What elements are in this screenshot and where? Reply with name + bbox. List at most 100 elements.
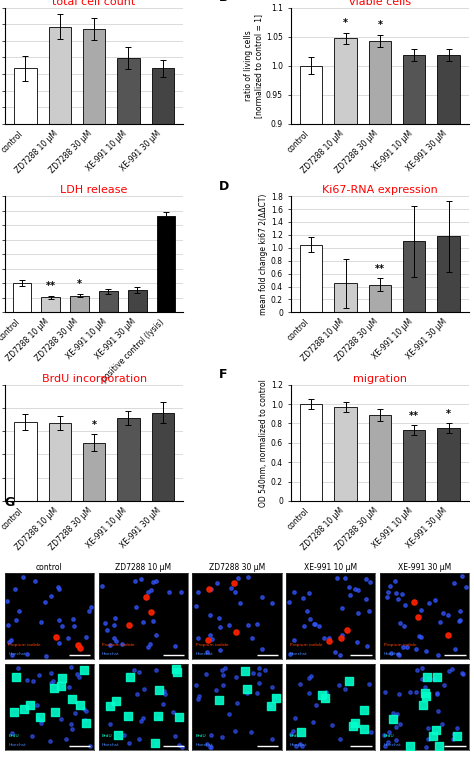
Point <box>268 597 276 609</box>
Point <box>57 680 65 692</box>
Point <box>421 687 428 699</box>
Text: **: ** <box>409 411 419 421</box>
Point <box>67 661 75 673</box>
Point <box>68 693 76 705</box>
Point <box>322 686 329 698</box>
Point <box>433 672 441 684</box>
Point <box>406 740 413 752</box>
Text: BrdU: BrdU <box>102 735 113 738</box>
Point <box>155 712 163 724</box>
Point <box>133 688 141 700</box>
Point <box>394 593 402 605</box>
Point <box>111 612 119 625</box>
Point <box>194 586 201 598</box>
Bar <box>14 422 36 501</box>
Point <box>244 619 252 631</box>
Point <box>228 581 235 594</box>
Point <box>154 710 162 722</box>
Point <box>255 662 263 674</box>
Point <box>450 577 458 589</box>
Point <box>392 735 400 747</box>
Point <box>139 616 147 628</box>
Bar <box>13 283 31 312</box>
Bar <box>152 412 174 501</box>
Point <box>305 587 313 599</box>
Point <box>69 613 77 625</box>
Point <box>178 587 185 599</box>
Point <box>73 669 81 681</box>
Point <box>456 614 464 626</box>
Bar <box>438 55 460 647</box>
Point <box>353 719 360 731</box>
Bar <box>83 29 105 124</box>
Point <box>120 728 128 741</box>
Point <box>419 699 427 711</box>
Point <box>99 580 106 592</box>
Point <box>75 671 83 683</box>
Point <box>87 601 94 613</box>
Point <box>112 695 120 707</box>
Point <box>142 591 149 603</box>
Point <box>403 641 411 653</box>
Point <box>396 649 403 661</box>
Bar <box>334 283 357 312</box>
Bar <box>117 418 140 501</box>
Point <box>299 592 306 604</box>
Point <box>363 640 370 652</box>
Point <box>206 629 213 641</box>
Point <box>233 671 240 683</box>
Point <box>394 648 401 660</box>
Point <box>219 669 227 681</box>
Point <box>19 571 27 583</box>
Point <box>213 577 220 589</box>
Point <box>418 672 426 684</box>
Point <box>320 632 328 644</box>
Point <box>234 572 242 584</box>
Point <box>414 611 422 623</box>
Point <box>53 631 60 644</box>
Point <box>434 687 441 699</box>
Point <box>144 641 152 653</box>
Bar <box>99 291 118 312</box>
Point <box>343 625 351 637</box>
Point <box>124 709 131 722</box>
Bar <box>152 68 174 124</box>
Bar <box>300 66 322 647</box>
Point <box>386 580 394 592</box>
Point <box>137 573 144 585</box>
Point <box>440 678 448 691</box>
Point <box>36 711 44 723</box>
Point <box>449 732 457 744</box>
Y-axis label: OD 540nm, normalized to control: OD 540nm, normalized to control <box>259 379 268 507</box>
Point <box>268 733 276 745</box>
Point <box>401 620 408 632</box>
Point <box>76 699 84 711</box>
Point <box>248 632 256 644</box>
Point <box>258 644 266 656</box>
Point <box>389 707 396 719</box>
Point <box>412 643 419 655</box>
Point <box>110 619 118 631</box>
Point <box>152 575 160 587</box>
Point <box>292 741 300 753</box>
Point <box>230 577 237 589</box>
Point <box>218 664 226 676</box>
Point <box>434 705 441 717</box>
Point <box>59 672 66 684</box>
Point <box>55 637 63 649</box>
Point <box>192 600 200 612</box>
Point <box>55 614 63 626</box>
Bar <box>128 290 146 312</box>
Point <box>387 647 394 659</box>
Point <box>23 648 31 660</box>
Point <box>233 626 240 638</box>
Point <box>173 666 181 678</box>
Point <box>136 733 143 745</box>
Point <box>337 631 345 644</box>
Point <box>453 730 461 742</box>
Point <box>155 684 163 696</box>
Point <box>424 722 431 735</box>
Bar <box>83 443 105 501</box>
Point <box>47 678 55 690</box>
Point <box>203 646 210 658</box>
